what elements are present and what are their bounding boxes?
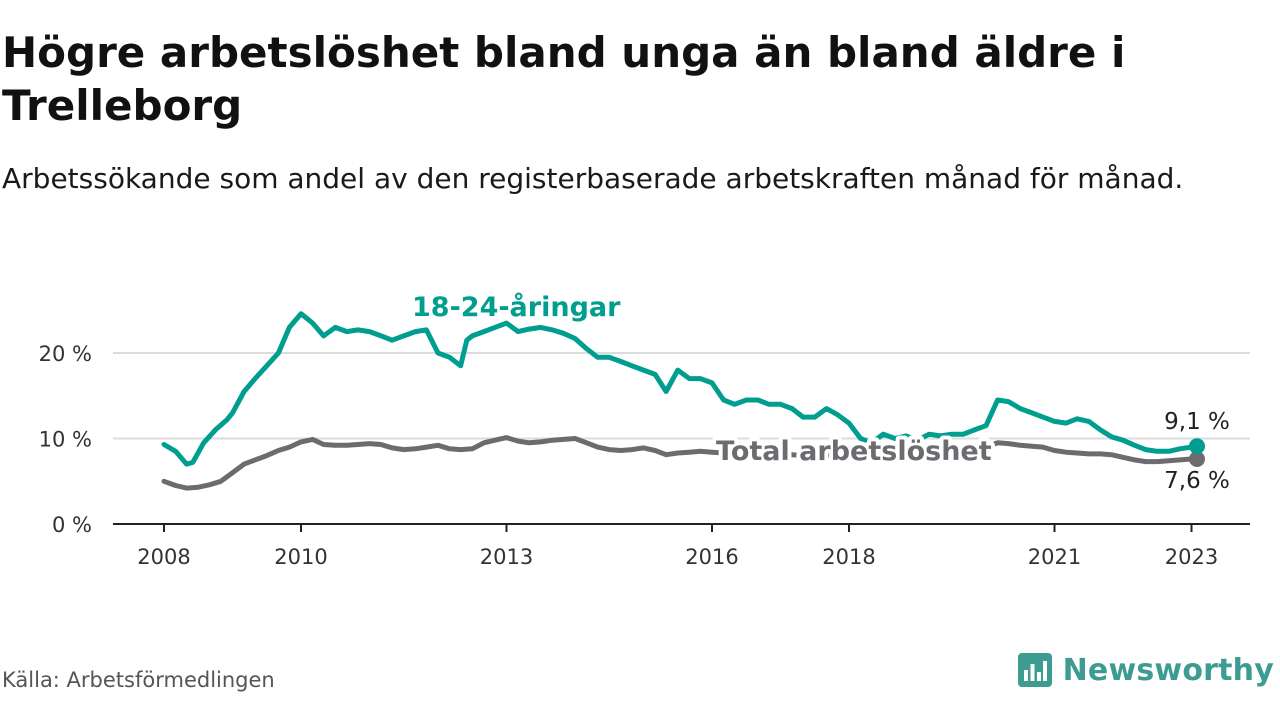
x-tick-label: 2018	[822, 545, 875, 569]
y-tick-label: 20 %	[39, 342, 92, 366]
source-note: Källa: Arbetsförmedlingen	[2, 668, 275, 692]
x-tick-label: 2021	[1028, 545, 1081, 569]
y-tick-label: 0 %	[52, 513, 92, 537]
series-label-total: Total arbetslöshet	[716, 436, 992, 467]
chart-subtitle: Arbetssökande som andel av den registerb…	[2, 162, 1184, 195]
x-tick-label: 2013	[480, 545, 533, 569]
x-tick-label: 2023	[1165, 545, 1218, 569]
series-line-total	[161, 435, 1200, 491]
series-line-youth	[161, 311, 1200, 467]
series-label-youth: 18-24-åringar	[412, 291, 621, 323]
x-tick-label: 2016	[685, 545, 738, 569]
end-value-total: 7,6 %	[1164, 468, 1230, 494]
series-endpoint-youth[interactable]	[1188, 438, 1205, 455]
x-tick-label: 2010	[274, 545, 327, 569]
y-tick-label: 10 %	[39, 428, 92, 452]
chart-title: Högre arbetslöshet bland unga än bland ä…	[2, 28, 1126, 130]
newsworthy-bar-chart-icon	[1017, 653, 1052, 687]
brand-logo[interactable]: Newsworthy	[1017, 652, 1274, 688]
brand-name: Newsworthy	[1062, 652, 1274, 688]
x-tick-label: 2008	[137, 545, 190, 569]
series-endpoint-total[interactable]	[1188, 451, 1205, 468]
end-value-youth: 9,1 %	[1164, 409, 1230, 435]
